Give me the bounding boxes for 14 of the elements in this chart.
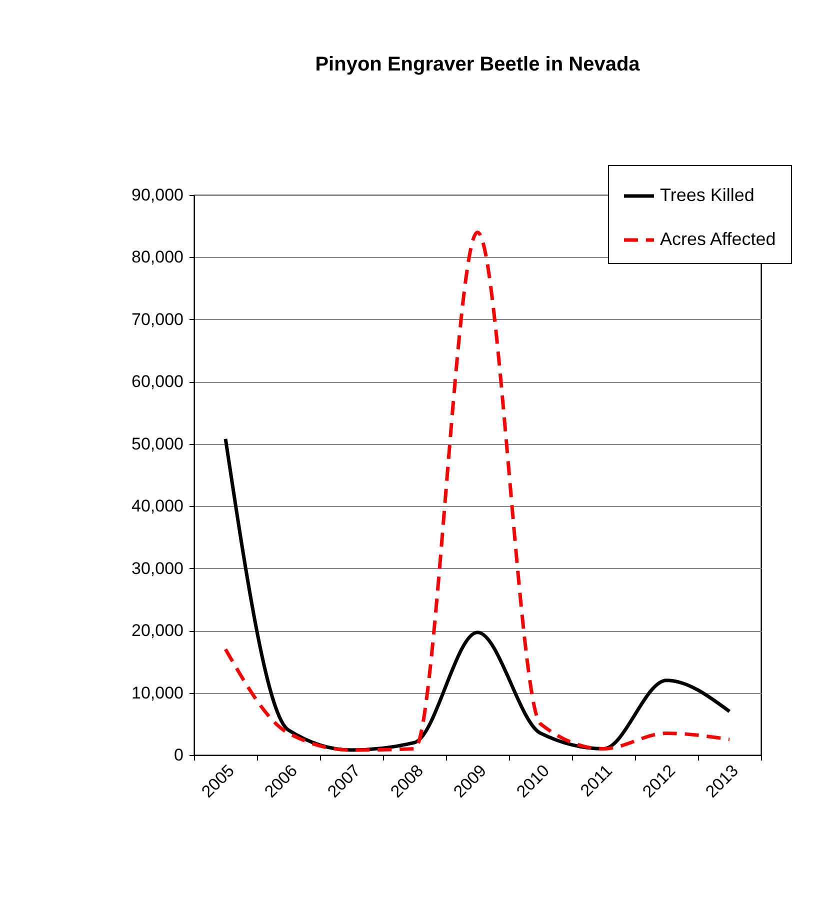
y-tick-label: 20,000: [132, 621, 184, 640]
chart-title: Pinyon Engraver Beetle in Nevada: [315, 54, 641, 76]
line-series: [224, 437, 732, 752]
y-tick-label: 60,000: [132, 372, 184, 392]
y-tick-label: 30,000: [132, 558, 184, 578]
legend-label: Acres Affected: [660, 229, 776, 249]
y-tick-label: 80,000: [132, 248, 184, 267]
legend-label: Trees Killed: [660, 185, 754, 205]
y-tick-label: 90,000: [132, 186, 184, 204]
y-tick-label: 50,000: [132, 434, 184, 454]
y-tick-label: 70,000: [132, 310, 184, 329]
y-tick-label: 10,000: [132, 683, 184, 702]
y-tick-label: 40,000: [132, 496, 184, 516]
y-tick-label: 0: [174, 746, 184, 764]
